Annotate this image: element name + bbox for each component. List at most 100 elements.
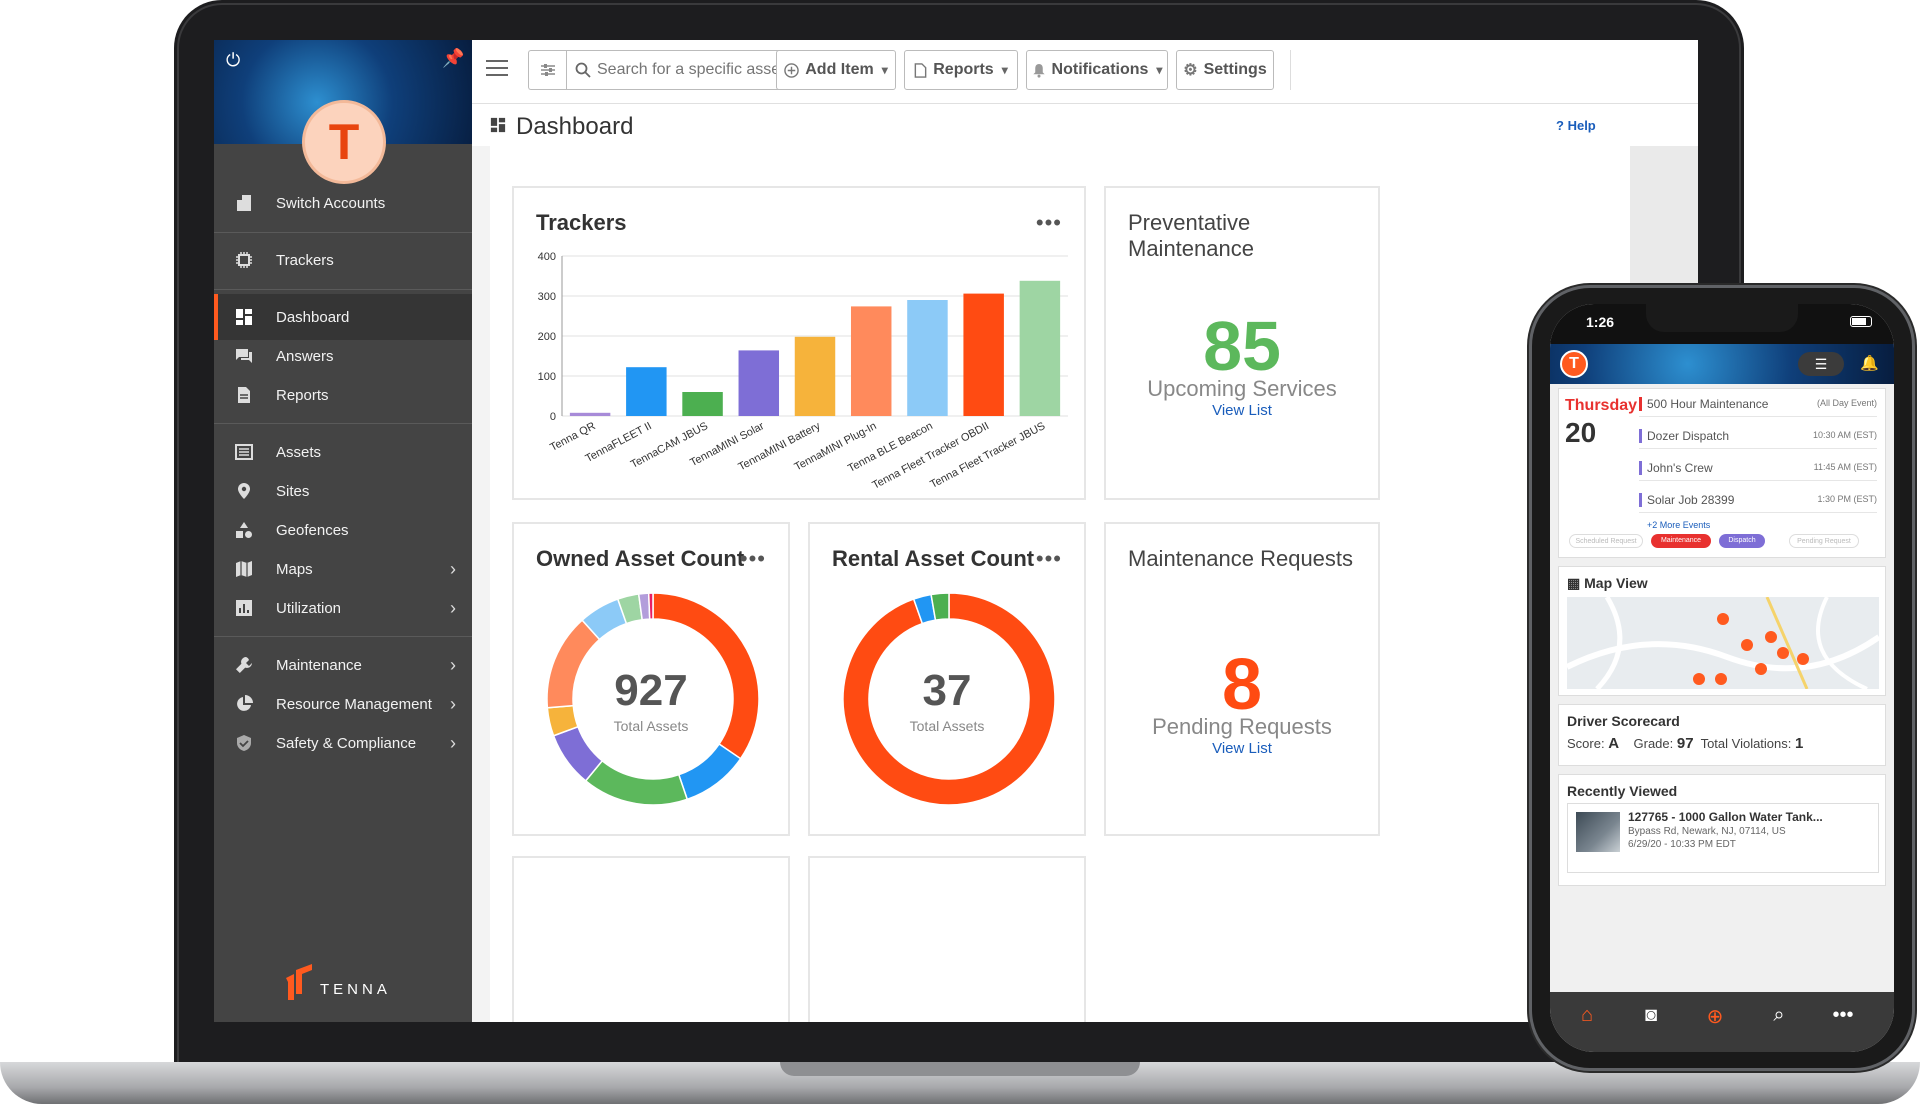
bar <box>569 412 611 416</box>
upcoming-services-label: Upcoming Services <box>1147 376 1337 401</box>
event-name: John's Crew <box>1647 461 1713 475</box>
sidebar-item-answers[interactable]: Answers <box>214 333 472 379</box>
pill-pending-request[interactable]: Pending Request <box>1789 534 1859 548</box>
list-icon <box>234 442 254 462</box>
calendar-event[interactable]: Dozer Dispatch 10:30 AM (EST) <box>1639 423 1877 449</box>
y-tick-label: 0 <box>550 411 556 423</box>
phone-avatar[interactable]: T <box>1560 350 1588 378</box>
sidebar-item-label: Utilization <box>276 599 342 617</box>
pending-requests-label: Pending Requests <box>1152 714 1332 739</box>
event-name: Solar Job 28399 <box>1647 493 1735 507</box>
reports-label: Reports <box>933 61 994 78</box>
calendar-event[interactable]: Solar Job 28399 1:30 PM (EST) <box>1639 487 1877 513</box>
sidebar-item-label: Resource Management <box>276 695 432 713</box>
sidebar-item-safety-compliance[interactable]: Safety & Compliance › <box>214 720 472 766</box>
title-bar: Dashboard ? Help <box>472 104 1698 146</box>
hamburger-menu-icon[interactable] <box>486 60 508 78</box>
y-tick-label: 200 <box>538 331 556 343</box>
sidebar-item-utilization[interactable]: Utilization › <box>214 585 472 631</box>
camera-icon[interactable]: ◙ <box>1644 1004 1658 1026</box>
recent-item-address: Bypass Rd, Newark, NJ, 07114, US <box>1628 826 1786 837</box>
phone-screen: 1:26 T ☰ 🔔 Thursday 20 500 Hour Maintena… <box>1550 304 1894 1052</box>
bar <box>794 336 836 416</box>
trackers-card: Trackers ••• 0 100 200 300 400 Tenna QR TennaF… <box>512 186 1086 500</box>
phone-bell-icon[interactable]: 🔔 <box>1860 355 1879 372</box>
chevron-right-icon: › <box>450 694 456 714</box>
power-icon[interactable]: ⏻ <box>226 50 241 70</box>
rental-total-value: 37 <box>922 666 972 715</box>
pin-icon[interactable]: 📌 <box>442 48 465 68</box>
help-icon: ? <box>1556 118 1564 133</box>
sidebar-item-label: Maintenance <box>276 656 362 674</box>
brand-logo: TENNA <box>284 962 404 1002</box>
event-filter-pills: Scheduled Request Maintenance Dispatch P… <box>1569 534 1885 550</box>
home-icon[interactable]: ⌂ <box>1580 1004 1594 1026</box>
bar <box>963 293 1004 416</box>
help-link[interactable]: ? Help <box>1556 118 1596 133</box>
add-item-button[interactable]: Add Item ▾ <box>776 50 896 90</box>
sidebar-item-maintenance[interactable]: Maintenance › <box>214 642 472 688</box>
scorecard-values: Score: A Grade: 97 Total Violations: 1 <box>1567 735 1804 752</box>
phone-recently-viewed: Recently Viewed 127765 - 1000 Gallon Wat… <box>1558 774 1886 886</box>
y-tick-label: 400 <box>538 251 556 263</box>
more-events-link[interactable]: +2 More Events <box>1647 520 1711 530</box>
card-menu-icon[interactable]: ••• <box>1035 210 1062 235</box>
add-icon[interactable]: ⊕ <box>1706 1006 1724 1028</box>
divider <box>1290 50 1291 90</box>
pill-dispatch[interactable]: Dispatch <box>1719 534 1765 548</box>
chevron-down-icon: ▾ <box>1001 63 1008 77</box>
sidebar-item-geofences[interactable]: Geofences <box>214 507 472 553</box>
dashboard-icon <box>490 117 506 138</box>
settings-button[interactable]: ⚙ Settings <box>1176 50 1274 90</box>
card-title: Trackers <box>536 210 627 235</box>
donut-slice <box>930 592 950 622</box>
phone-header: T ☰ 🔔 <box>1550 344 1894 384</box>
bar <box>850 306 892 416</box>
pill-scheduled-request[interactable]: Scheduled Request <box>1569 534 1643 548</box>
view-list-link[interactable]: View List <box>1212 740 1272 757</box>
phone-tab-bar: ⌂ ◙ ⊕ ⌕ ••• <box>1550 992 1894 1052</box>
event-time: 10:30 AM (EST) <box>1812 430 1877 440</box>
map-widget[interactable] <box>1567 597 1879 689</box>
card-menu-icon[interactable]: ••• <box>739 546 766 571</box>
divider <box>214 232 472 233</box>
view-list-link[interactable]: View List <box>1212 402 1272 419</box>
chevron-right-icon: › <box>450 559 456 579</box>
rental-asset-card: Rental Asset Count ••• 37 Total Assets <box>808 522 1086 836</box>
partial-card <box>808 856 1086 1022</box>
phone-filter-icon[interactable]: ☰ <box>1798 352 1844 376</box>
recent-item[interactable]: 127765 - 1000 Gallon Water Tank... Bypas… <box>1567 803 1879 873</box>
sidebar-item-maps[interactable]: Maps › <box>214 546 472 592</box>
avatar[interactable]: T <box>302 100 386 184</box>
search-input[interactable] <box>597 61 807 79</box>
sidebar-item-label: Geofences <box>276 521 349 539</box>
sidebar-item-reports[interactable]: Reports <box>214 372 472 418</box>
shield-icon <box>234 733 254 753</box>
sidebar-item-assets[interactable]: Assets <box>214 429 472 475</box>
recent-item-title: 127765 - 1000 Gallon Water Tank... <box>1628 810 1823 824</box>
sidebar-item-label: Dashboard <box>276 308 350 326</box>
filter-button[interactable] <box>528 50 566 90</box>
sliders-icon <box>540 64 555 76</box>
notifications-button[interactable]: Notifications ▾ <box>1026 50 1168 90</box>
phone-calendar-card: Thursday 20 500 Hour Maintenance (All Da… <box>1558 388 1886 558</box>
sidebar-item-label: Reports <box>276 386 329 404</box>
pill-maintenance[interactable]: Maintenance <box>1651 534 1711 548</box>
asset-thumbnail <box>1576 812 1620 852</box>
notifications-label: Notifications <box>1051 61 1149 78</box>
calendar-date: 20 <box>1565 417 1597 448</box>
more-icon[interactable]: ••• <box>1832 1004 1854 1026</box>
sidebar-item-switch-accounts[interactable]: Switch Accounts <box>214 180 472 226</box>
calendar-event[interactable]: 500 Hour Maintenance (All Day Event) <box>1639 391 1877 417</box>
reports-button[interactable]: Reports ▾ <box>904 50 1018 90</box>
sidebar-item-sites[interactable]: Sites <box>214 468 472 514</box>
sidebar-item-trackers[interactable]: Trackers <box>214 237 472 283</box>
search-icon[interactable]: ⌕ <box>1773 1004 1785 1026</box>
sidebar-item-resource-management[interactable]: Resource Management › <box>214 681 472 727</box>
map-view-title: ▦ Map View <box>1567 575 1648 591</box>
calendar-event[interactable]: John's Crew 11:45 AM (EST) <box>1639 455 1877 481</box>
event-color-bar <box>1639 461 1642 475</box>
donut-slice <box>647 592 654 620</box>
sidebar-item-dashboard[interactable]: Dashboard <box>214 294 472 340</box>
card-menu-icon[interactable]: ••• <box>1035 546 1062 571</box>
